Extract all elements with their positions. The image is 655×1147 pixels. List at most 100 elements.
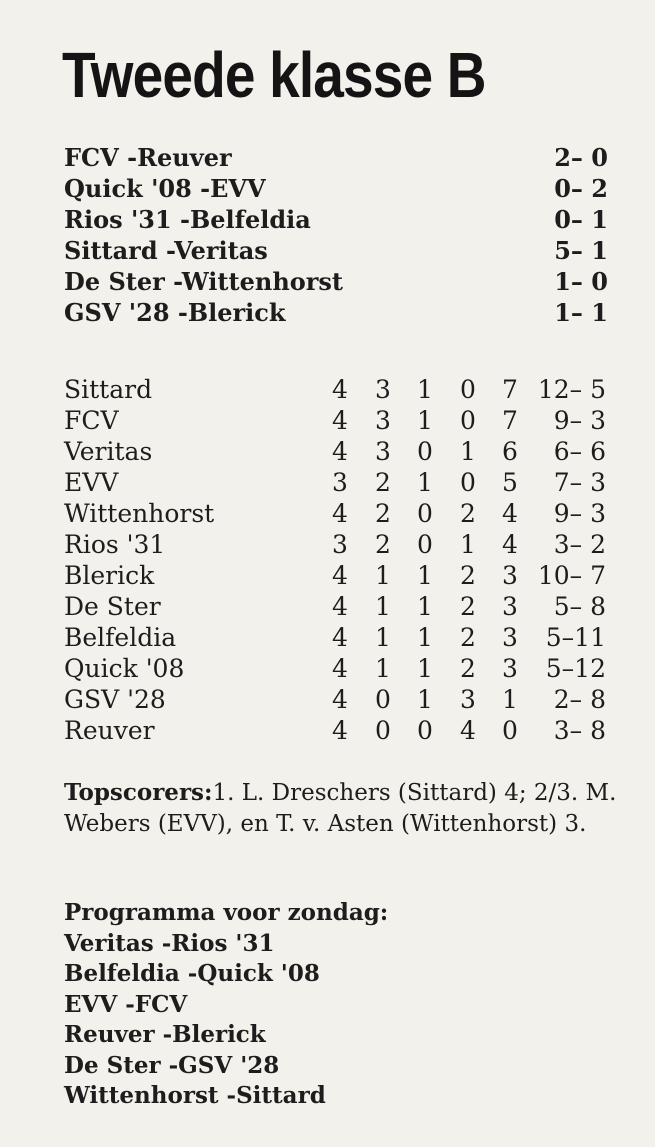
stat-l: 1 <box>460 530 476 559</box>
team-name: FCV <box>64 406 119 435</box>
stat-pts: 6 <box>502 437 518 466</box>
stat-d: 1 <box>417 406 433 435</box>
standings-row: Blerick 4 1 1 2 3 10– 7 <box>64 560 609 591</box>
stat-d: 0 <box>417 499 433 528</box>
stat-w: 3 <box>375 437 391 466</box>
standings-table: Sittard 4 3 1 0 7 12– 5 FCV 4 3 1 0 7 9– 3 Veritas 4 3 0 1… <box>64 374 609 746</box>
goals: 5– 8 <box>553 592 606 621</box>
goals: 7– 3 <box>553 468 606 497</box>
team-name: Quick '08 <box>64 654 185 683</box>
stat-l: 1 <box>460 437 476 466</box>
stat-d: 1 <box>417 654 433 683</box>
team-name: Veritas <box>64 437 153 466</box>
goals: 5–11 <box>545 623 606 652</box>
standings-row: Reuver 4 0 0 4 0 3– 8 <box>64 715 609 746</box>
standings-row: Rios '31 3 2 0 1 4 3– 2 <box>64 529 609 560</box>
fixture: De Ster -GSV '28 <box>64 1051 280 1079</box>
topscorers-label: Topscorers: <box>64 779 213 806</box>
standings-row: FCV 4 3 1 0 7 9– 3 <box>64 405 609 436</box>
score: 0– 1 <box>554 205 608 234</box>
stat-pts: 7 <box>502 406 518 435</box>
team-name: Blerick <box>64 561 155 590</box>
goals: 3– 2 <box>553 530 606 559</box>
fixture: Wittenhorst -Sittard <box>64 1082 326 1109</box>
stat-pts: 4 <box>502 530 518 559</box>
stat-l: 4 <box>460 716 476 745</box>
stat-w: 0 <box>375 685 391 714</box>
result-row: De Ster -Wittenhorst 1– 0 <box>64 266 609 297</box>
goals: 9– 3 <box>553 499 606 528</box>
score: 0– 2 <box>554 174 608 203</box>
stat-p: 3 <box>332 468 348 497</box>
standings-row: Wittenhorst 4 2 0 2 4 9– 3 <box>64 498 609 529</box>
stat-pts: 0 <box>502 716 518 745</box>
stat-w: 1 <box>375 623 391 652</box>
stat-d: 1 <box>417 685 433 714</box>
stat-p: 4 <box>332 375 348 404</box>
stat-p: 4 <box>332 499 348 528</box>
team-name: Belfeldia <box>64 623 177 652</box>
stat-pts: 7 <box>502 375 518 404</box>
stat-p: 4 <box>332 437 348 466</box>
page-title: Tweede klasse B <box>62 39 486 111</box>
stat-d: 0 <box>417 530 433 559</box>
goals: 9– 3 <box>553 406 606 435</box>
stat-p: 4 <box>332 592 348 621</box>
stat-d: 0 <box>417 716 433 745</box>
stat-p: 4 <box>332 623 348 652</box>
team-name: Wittenhorst <box>64 499 215 528</box>
stat-p: 4 <box>332 561 348 590</box>
result-row: GSV '28 -Blerick 1– 1 <box>64 297 609 328</box>
goals: 10– 7 <box>537 561 606 590</box>
stat-pts: 3 <box>502 561 518 590</box>
team-name: Rios '31 <box>64 530 166 559</box>
stat-w: 1 <box>375 561 391 590</box>
stat-pts: 3 <box>502 623 518 652</box>
stat-l: 0 <box>460 375 476 404</box>
stat-w: 2 <box>375 530 391 559</box>
stat-l: 0 <box>460 406 476 435</box>
stat-p: 4 <box>332 654 348 683</box>
stat-d: 1 <box>417 375 433 404</box>
standings-row: Sittard 4 3 1 0 7 12– 5 <box>64 374 609 405</box>
stat-w: 2 <box>375 499 391 528</box>
match: De Ster -Wittenhorst <box>64 267 344 296</box>
stat-l: 2 <box>460 623 476 652</box>
stat-p: 4 <box>332 716 348 745</box>
stat-d: 1 <box>417 561 433 590</box>
stat-p: 4 <box>332 685 348 714</box>
fixture: Veritas -Rios '31 <box>64 929 275 957</box>
stat-l: 2 <box>460 592 476 621</box>
result-row: Quick '08 -EVV 0– 2 <box>64 173 609 204</box>
score: 1– 0 <box>554 267 608 296</box>
stat-pts: 5 <box>502 468 518 497</box>
topscorers-text: 1. L. Dreschers (Sittard) 4; 2/3. M. Web… <box>64 780 617 837</box>
goals: 12– 5 <box>537 375 606 404</box>
fixture: EVV -FCV <box>64 990 188 1018</box>
goals: 3– 8 <box>553 716 606 745</box>
result-row: Sittard -Veritas 5– 1 <box>64 235 609 266</box>
score: 2– 0 <box>554 143 608 172</box>
standings-row: Veritas 4 3 0 1 6 6– 6 <box>64 436 609 467</box>
stat-d: 1 <box>417 592 433 621</box>
score: 1– 1 <box>554 298 608 327</box>
team-name: EVV <box>64 468 119 497</box>
stat-w: 3 <box>375 406 391 435</box>
team-name: Reuver <box>64 716 155 745</box>
standings-row: Belfeldia 4 1 1 2 3 5–11 <box>64 622 609 653</box>
stat-w: 1 <box>375 592 391 621</box>
goals: 2– 8 <box>553 685 606 714</box>
stat-pts: 1 <box>502 685 518 714</box>
stat-w: 1 <box>375 654 391 683</box>
programma-heading: Programma voor zondag: <box>64 899 389 926</box>
stat-l: 0 <box>460 468 476 497</box>
stat-l: 3 <box>460 685 476 714</box>
stat-pts: 3 <box>502 592 518 621</box>
programma: Programma voor zondag: Veritas -Rios '31… <box>64 898 624 1112</box>
team-name: Sittard <box>64 375 153 404</box>
results-list: FCV -Reuver 2– 0 Quick '08 -EVV 0– 2 Rios … <box>64 142 609 328</box>
stat-p: 4 <box>332 406 348 435</box>
match: Sittard -Veritas <box>64 236 268 265</box>
stat-l: 2 <box>460 654 476 683</box>
stat-w: 2 <box>375 468 391 497</box>
